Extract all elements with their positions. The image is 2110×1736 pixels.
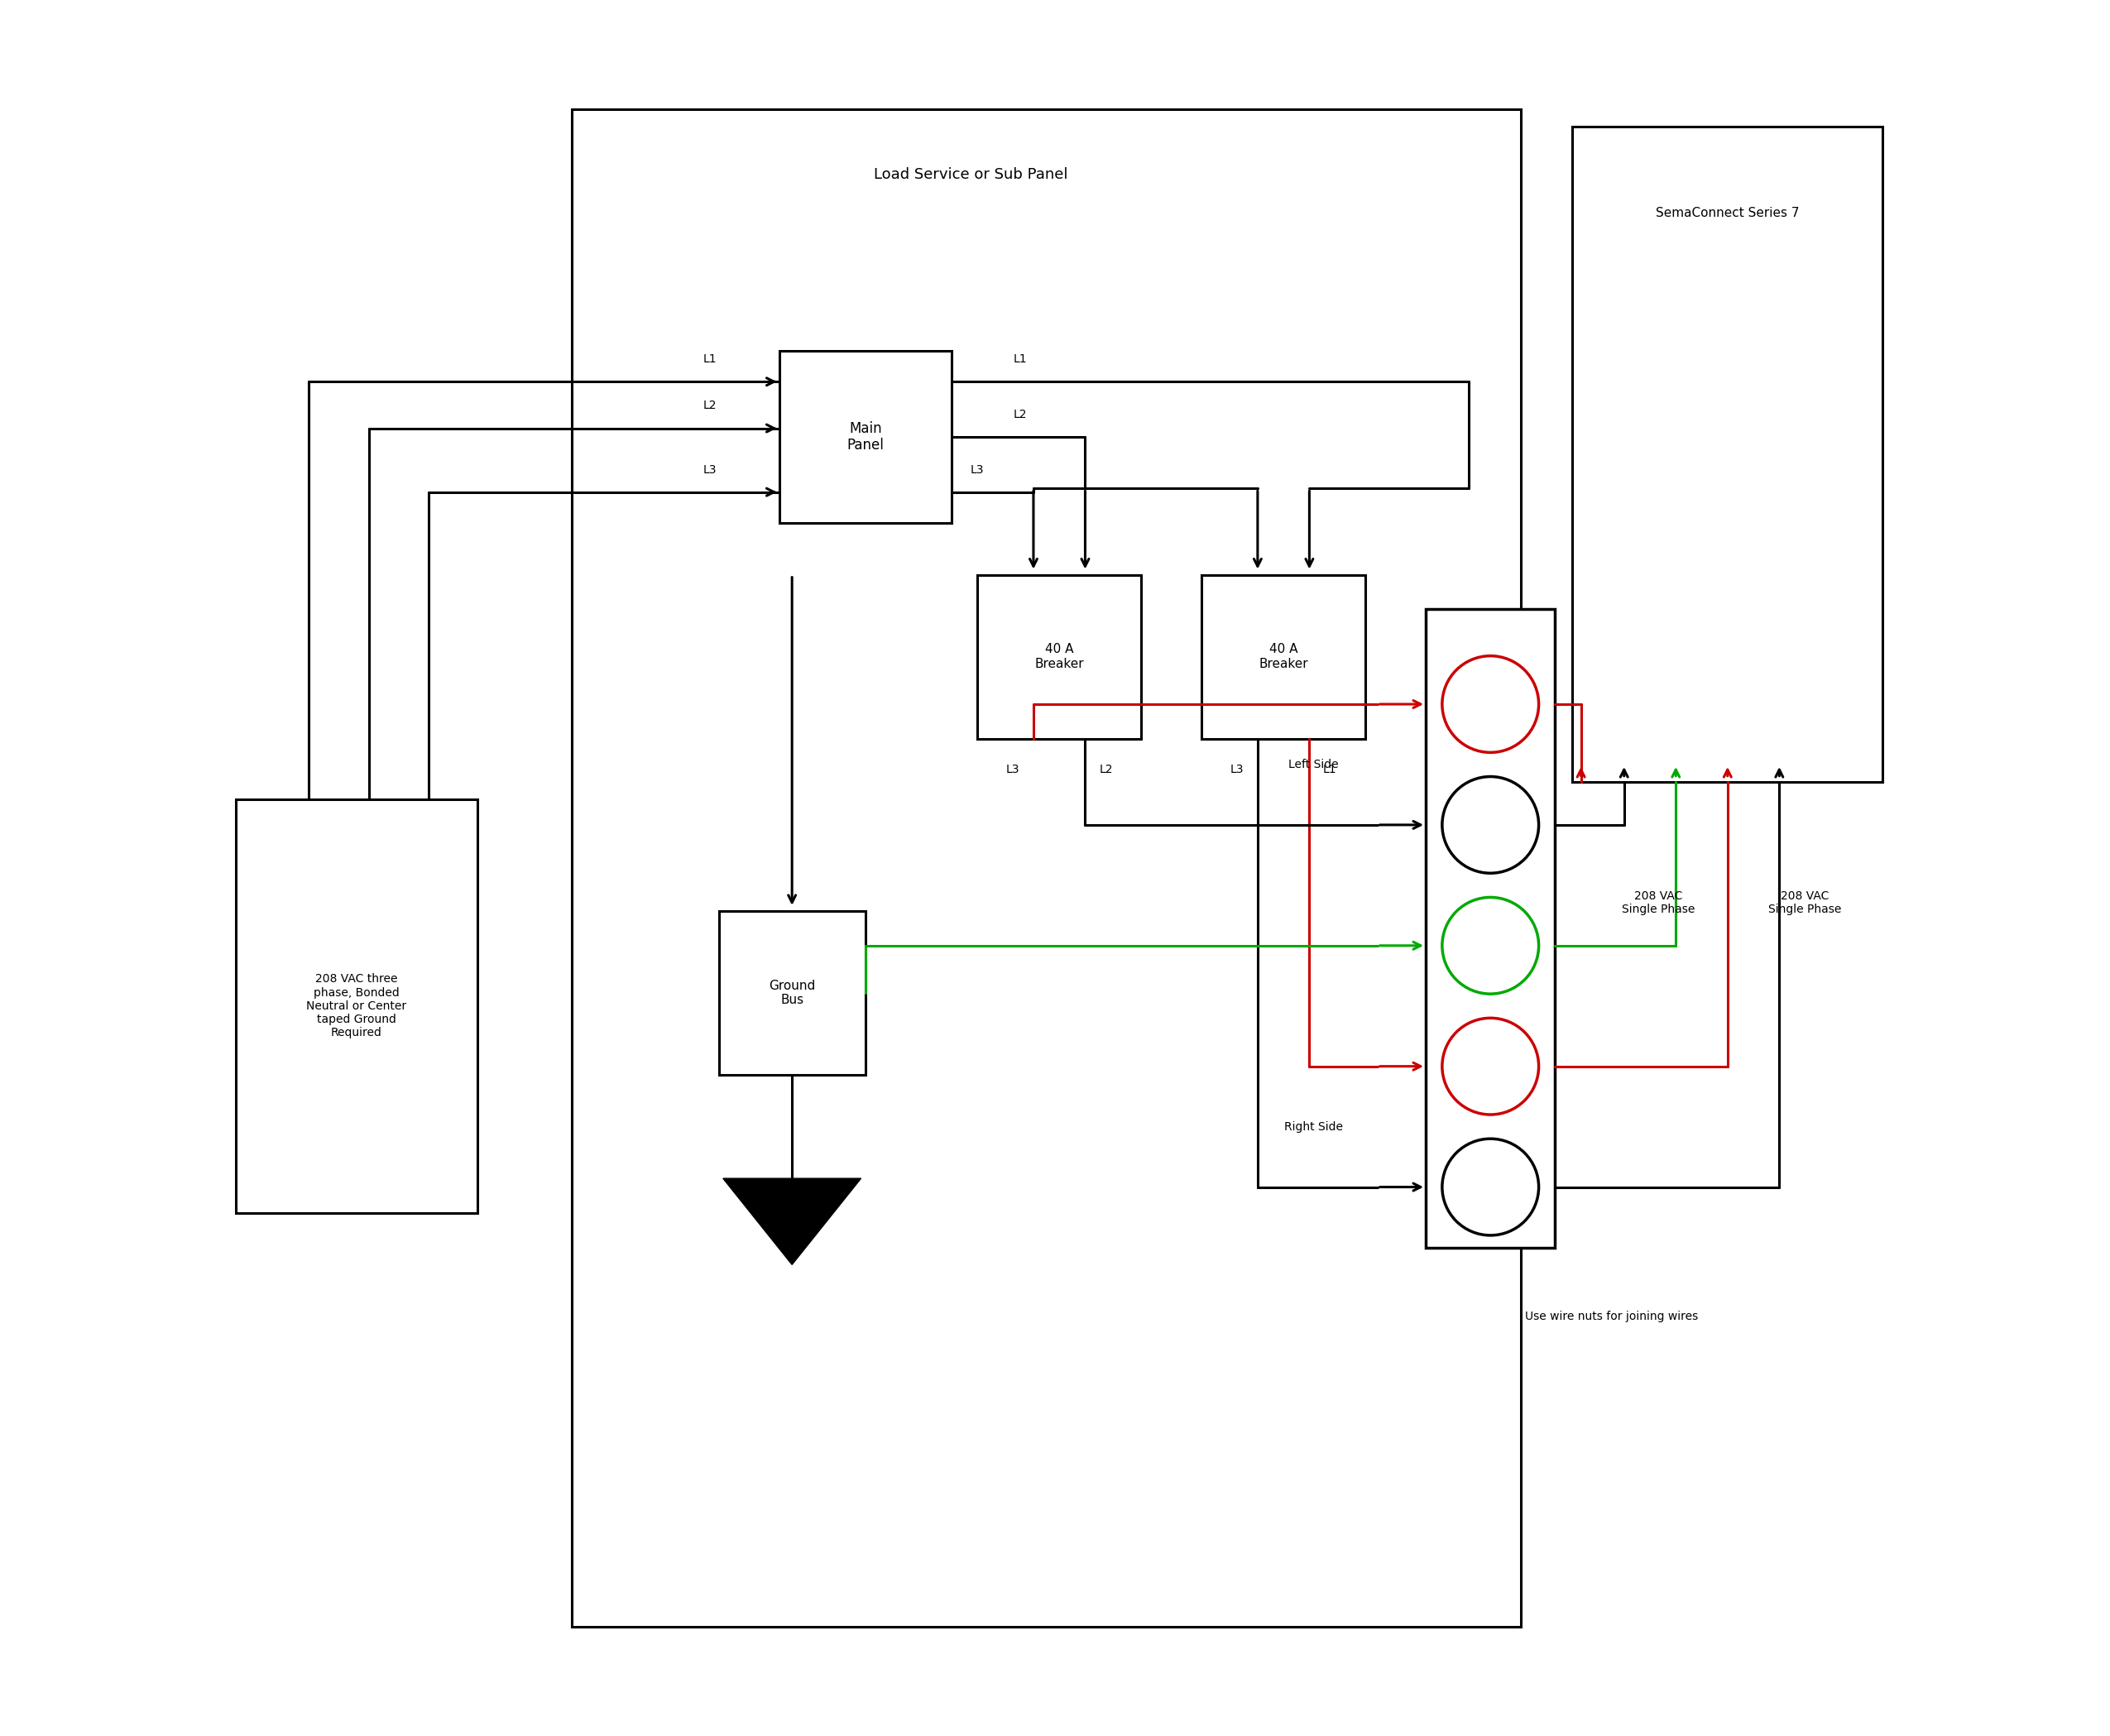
Text: L1: L1 [703, 354, 717, 365]
Text: L3: L3 [1006, 764, 1019, 776]
Text: 208 VAC
Single Phase: 208 VAC Single Phase [1623, 891, 1694, 915]
Bar [1572, 127, 1882, 781]
Text: 40 A
Breaker: 40 A Breaker [1034, 644, 1085, 670]
Text: 208 VAC three
phase, Bonded
Neutral or Center
taped Ground
Required: 208 VAC three phase, Bonded Neutral or C… [306, 974, 407, 1038]
Text: Ground
Bus: Ground Bus [768, 979, 814, 1007]
Text: L2: L2 [1099, 764, 1112, 776]
Text: SemaConnect Series 7: SemaConnect Series 7 [1656, 207, 1800, 219]
Text: L2: L2 [1013, 408, 1028, 420]
Text: L3: L3 [703, 464, 717, 476]
Bar [720, 911, 865, 1075]
Text: L2: L2 [703, 399, 717, 411]
Text: L1: L1 [1013, 354, 1028, 365]
Bar [779, 351, 952, 523]
Polygon shape [724, 1179, 861, 1264]
Text: Load Service or Sub Panel: Load Service or Sub Panel [874, 167, 1068, 182]
Bar [236, 799, 477, 1213]
Bar [572, 109, 1521, 1627]
Text: L3: L3 [1230, 764, 1243, 776]
Text: Left Side: Left Side [1289, 759, 1338, 771]
Text: 208 VAC
Single Phase: 208 VAC Single Phase [1768, 891, 1842, 915]
Text: Use wire nuts for joining wires: Use wire nuts for joining wires [1526, 1311, 1699, 1323]
Text: Right Side: Right Side [1285, 1121, 1344, 1132]
Text: Main
Panel: Main Panel [846, 420, 884, 453]
Text: 40 A
Breaker: 40 A Breaker [1260, 644, 1308, 670]
Text: L1: L1 [1323, 764, 1338, 776]
Text: L3: L3 [971, 464, 983, 476]
Bar [977, 575, 1142, 738]
Bar [1426, 609, 1555, 1248]
Bar [1201, 575, 1365, 738]
